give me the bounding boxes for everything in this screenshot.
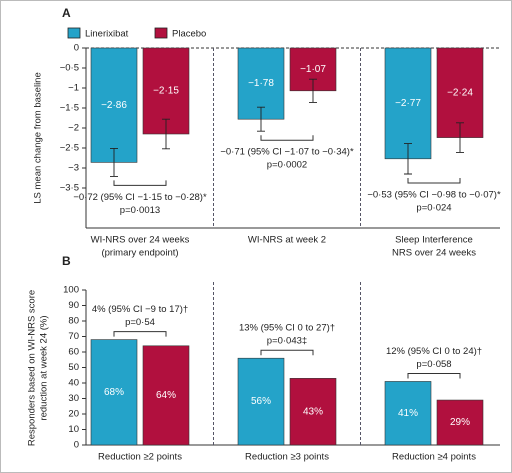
y-tick-label: 10 — [68, 424, 79, 435]
value-label: −1·78 — [248, 78, 274, 89]
y-tick-label: −0·5 — [60, 63, 79, 74]
y-tick-label: 90 — [68, 300, 79, 311]
x-tick-label: Sleep Interference — [395, 235, 473, 246]
error-bar — [456, 122, 464, 153]
annotation: p=0·0013 — [120, 205, 160, 216]
y-tick-label: 80 — [68, 316, 79, 327]
y-tick-label: 0 — [74, 43, 79, 54]
annotation: 4% (95% CI −9 to 17)† — [92, 304, 188, 315]
bracket — [260, 135, 314, 141]
annotation: p=0·0002 — [267, 160, 307, 171]
annotation: 12% (95% CI 0 to 24)† — [386, 346, 482, 357]
y-tick-label: −1 — [68, 83, 79, 94]
y-tick-label: −2 — [68, 123, 79, 134]
y-tick-label: −2·5 — [60, 143, 79, 154]
value-label: −2·86 — [101, 100, 127, 111]
y-tick-label: 30 — [68, 393, 79, 404]
value-label: 68% — [104, 387, 124, 398]
y-tick-label: −3 — [68, 163, 79, 174]
bracket — [260, 349, 314, 356]
annotation: −0·71 (95% CI −1·07 to −0·34)* — [220, 147, 354, 158]
value-label: −2·77 — [395, 98, 421, 109]
bar — [237, 357, 285, 446]
y-tick-label: 60 — [68, 347, 79, 358]
annotation: 13% (95% CI 0 to 27)† — [239, 323, 335, 334]
value-label: 43% — [303, 406, 323, 417]
x-tick-label: WI-NRS over 24 weeks — [91, 235, 190, 246]
value-label: −2·24 — [447, 87, 473, 98]
bar — [436, 399, 484, 446]
error-bar — [404, 143, 412, 175]
y-tick-label: 70 — [68, 331, 79, 342]
value-label: 29% — [450, 417, 470, 428]
annotation: −0·53 (95% CI −0·98 to −0·07)* — [367, 190, 501, 201]
annotation: p=0·54 — [125, 317, 155, 328]
annotation: p=0·058 — [416, 359, 451, 370]
bracket — [113, 331, 167, 337]
value-label: −2·15 — [153, 86, 179, 97]
y-axis-label: LS mean change from baseline — [33, 72, 44, 204]
x-tick-label: Reduction ≥4 points — [392, 452, 476, 463]
y-tick-label: 50 — [68, 362, 79, 373]
bracket — [407, 178, 461, 184]
annotation: −0·72 (95% CI −1·15 to −0·28)* — [73, 192, 207, 203]
legend-label: Placebo — [172, 29, 206, 40]
error-bar — [110, 147, 118, 177]
annotation: p=0·043‡ — [267, 336, 307, 347]
bar — [289, 378, 337, 446]
legend-swatch — [154, 27, 168, 39]
panel-label: B — [62, 254, 71, 268]
bracket — [407, 372, 461, 379]
x-tick-label: WI-NRS at week 2 — [248, 235, 326, 246]
x-tick-label: NRS over 24 weeks — [392, 248, 476, 259]
x-tick-label: (primary endpoint) — [101, 248, 178, 259]
y-tick-label: 20 — [68, 409, 79, 420]
panel-label: A — [62, 6, 71, 20]
bar — [90, 47, 138, 163]
value-label: 56% — [251, 396, 271, 407]
bar — [142, 345, 190, 446]
bar — [384, 47, 432, 160]
annotation: p=0·024 — [416, 203, 451, 214]
error-bar — [162, 118, 170, 150]
error-bar — [257, 106, 265, 132]
y-tick-label: −3·5 — [60, 183, 79, 194]
value-label: −1·07 — [300, 64, 326, 75]
y-axis-label: Responders based on WI-NRS score — [27, 290, 38, 446]
y-tick-label: −1·5 — [60, 103, 79, 114]
bracket — [113, 180, 167, 186]
bar — [384, 381, 432, 446]
legend-label: Linerixibat — [85, 29, 129, 40]
value-label: 64% — [156, 390, 176, 401]
legend-swatch — [67, 27, 81, 39]
y-axis-label: reduction at week 24 (%) — [39, 315, 50, 420]
y-tick-label: 0 — [74, 440, 79, 451]
error-bar — [309, 78, 317, 103]
value-label: 41% — [398, 408, 418, 419]
y-tick-label: 100 — [63, 285, 79, 296]
y-tick-label: 40 — [68, 378, 79, 389]
bar — [90, 339, 138, 446]
x-tick-label: Reduction ≥3 points — [245, 452, 329, 463]
x-tick-label: Reduction ≥2 points — [98, 452, 182, 463]
